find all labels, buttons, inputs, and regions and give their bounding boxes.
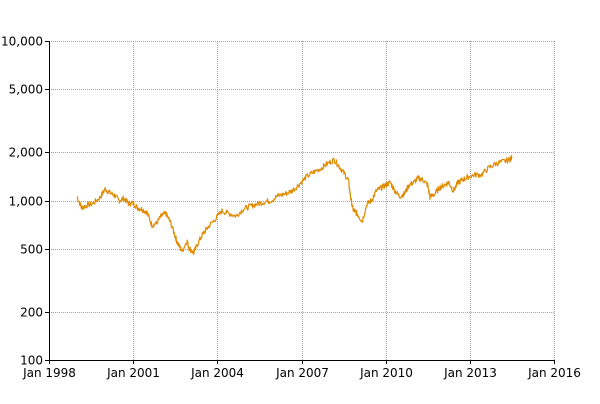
x-tick-label: Jan 1998 <box>22 366 76 380</box>
x-tick-labels: Jan 1998 Jan 2001 Jan 2004 Jan 2007 Jan 2010… <box>22 366 581 380</box>
y-tick-label: 2,000 <box>9 146 43 160</box>
y-tick-label: 500 <box>20 243 43 257</box>
y-tick-label: 1,000 <box>9 195 43 209</box>
x-tick-label: Jan 2013 <box>443 366 497 380</box>
y-tick-label: 10,000 <box>1 35 43 49</box>
y-tick-label: 100 <box>20 354 43 368</box>
series-layer <box>76 155 513 255</box>
y-tick-label: 5,000 <box>9 83 43 97</box>
x-tick-label: Jan 2016 <box>527 366 581 380</box>
axes <box>45 41 555 364</box>
x-tick-label: Jan 2004 <box>190 366 244 380</box>
y-tick-label: 200 <box>20 306 43 320</box>
series-line <box>76 155 513 255</box>
x-tick-label: Jan 2010 <box>359 366 413 380</box>
y-tick-labels: 10,000 5,000 2,000 1,000 500 200 100 <box>1 35 43 368</box>
x-tick-label: Jan 2001 <box>106 366 160 380</box>
x-tick-label: Jan 2007 <box>275 366 329 380</box>
